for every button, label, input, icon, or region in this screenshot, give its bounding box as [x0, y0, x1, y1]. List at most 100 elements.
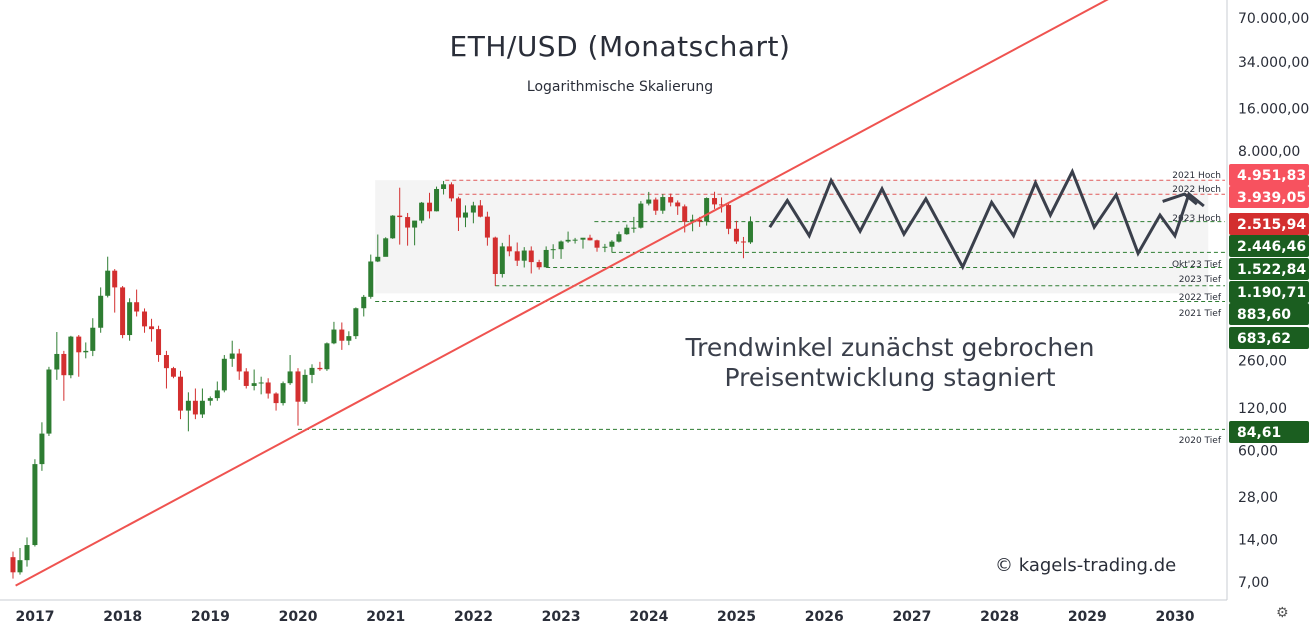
price-badge-label: 1.522,84 — [1237, 262, 1306, 278]
copyright-text: © kagels-trading.de — [995, 555, 1177, 576]
price-badge-label: 84,61 — [1237, 425, 1281, 441]
candle-body — [185, 400, 191, 411]
price-badge — [1229, 281, 1309, 303]
candle-body — [32, 464, 38, 546]
chart-title: ETH/USD (Monatschart) — [449, 30, 791, 63]
x-tick-label: 2019 — [191, 609, 230, 625]
annotation-line-2: Preisentwicklung stagniert — [724, 363, 1056, 392]
candle-body — [484, 216, 490, 238]
candle-body — [127, 302, 133, 336]
level-label: 2022 Tief — [1179, 293, 1222, 303]
level-label: 2023 Hoch — [1172, 214, 1221, 224]
candle-body — [170, 368, 176, 377]
candle-body — [339, 329, 345, 341]
candle-body — [221, 358, 227, 391]
candle-body — [455, 198, 461, 218]
candle-body — [105, 270, 111, 296]
candle-body — [543, 249, 549, 268]
candle-body — [120, 287, 126, 336]
candle-body — [273, 393, 279, 404]
x-tick-label: 2023 — [542, 609, 581, 625]
price-badge — [1229, 213, 1309, 235]
candle-body — [229, 353, 235, 359]
candle-body — [251, 383, 257, 386]
candle-body — [712, 198, 718, 205]
price-badge-label: 3.939,05 — [1237, 190, 1306, 206]
price-badge — [1229, 258, 1309, 280]
level-label: 2020 Tief — [1179, 436, 1222, 446]
x-tick-label: 2029 — [1068, 609, 1107, 625]
candle-body — [236, 353, 242, 372]
candle-body — [668, 197, 674, 203]
candle-body — [682, 206, 688, 222]
y-tick-label: 14,00 — [1238, 533, 1278, 549]
candle-body — [492, 237, 498, 275]
candle-body — [317, 367, 323, 370]
candle-body — [156, 329, 162, 356]
candle-body — [528, 250, 534, 263]
candle-body — [54, 353, 60, 370]
annotation-line-1: Trendwinkel zunächst gebrochen — [685, 333, 1095, 362]
candle-body — [353, 308, 359, 337]
candle-body — [587, 237, 593, 241]
candle-body — [462, 212, 468, 218]
candle-body — [10, 557, 16, 573]
x-tick-label: 2024 — [629, 609, 668, 625]
price-badge-label: 2.515,94 — [1237, 217, 1306, 233]
range-box-rect — [375, 180, 1209, 294]
candle-body — [98, 295, 104, 328]
candle-body — [61, 353, 67, 376]
level-label: 2023 Tief — [1179, 275, 1222, 285]
candle-body — [514, 251, 520, 261]
y-tick-label: 260,00 — [1238, 354, 1287, 370]
candle-body — [609, 241, 615, 247]
candle-body — [39, 433, 45, 465]
y-tick-label: 8.000,00 — [1238, 144, 1300, 160]
y-tick-label: 16.000,00 — [1238, 101, 1309, 117]
candle-body — [419, 202, 425, 221]
y-tick-label: 34.000,00 — [1238, 55, 1309, 71]
candle-body — [90, 327, 96, 351]
candle-body — [375, 256, 381, 262]
candle-body — [258, 382, 264, 384]
candle-body — [470, 205, 476, 213]
price-badge-label: 683,62 — [1237, 331, 1291, 347]
candle-body — [83, 350, 89, 353]
candle-body — [280, 383, 286, 404]
candle-body — [747, 221, 753, 243]
candle-body — [112, 270, 118, 288]
candle-body — [719, 204, 725, 206]
candle-body — [506, 246, 512, 252]
price-badge — [1229, 186, 1309, 208]
candle-body — [580, 237, 586, 240]
candle-body — [646, 199, 652, 204]
gear-icon[interactable]: ⚙ — [1276, 605, 1289, 621]
candle-body — [214, 390, 220, 399]
forecast-path — [768, 167, 1205, 271]
candle-body — [412, 220, 418, 228]
price-badge-label: 883,60 — [1237, 307, 1291, 323]
price-badge — [1229, 235, 1309, 257]
x-tick-label: 2017 — [16, 609, 55, 625]
level-lines: 2021 Hoch 2022 Hoch 2023 Hoch Okt'23 Tief 20… — [297, 171, 1225, 446]
candle-body — [690, 219, 696, 222]
price-badge — [1229, 164, 1309, 186]
y-tick-label: 28,00 — [1238, 490, 1278, 506]
candle-body — [558, 241, 564, 250]
candle-body — [441, 184, 447, 189]
candle-body — [521, 250, 527, 261]
candle-body — [675, 202, 681, 207]
x-tick-label: 2028 — [980, 609, 1019, 625]
candles — [10, 180, 753, 579]
level-label: 2021 Hoch — [1172, 171, 1221, 181]
x-axis-ticks: 2017 2018 2019 2020 2021 2022 2023 2024 2025 2026… — [16, 609, 1195, 625]
forecast-arrow — [1162, 192, 1198, 206]
price-badge-label: 2.446,46 — [1237, 239, 1306, 255]
y-tick-label: 70.000,00 — [1238, 11, 1309, 27]
candle-body — [565, 239, 571, 242]
price-badge-label: 1.190,71 — [1237, 285, 1306, 301]
candle-body — [346, 336, 352, 341]
level-label: Okt'23 Tief — [1172, 260, 1222, 270]
price-badge — [1229, 303, 1309, 325]
candle-body — [660, 197, 666, 211]
